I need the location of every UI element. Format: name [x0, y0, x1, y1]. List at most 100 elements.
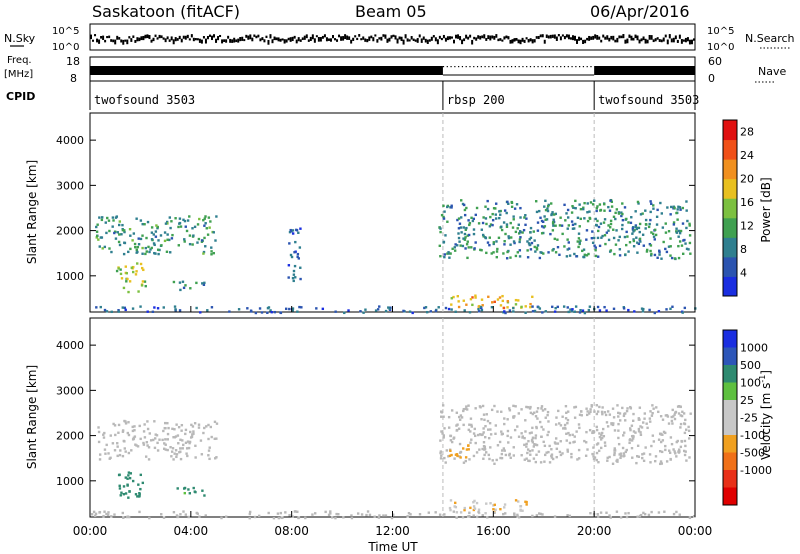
- scatter-cell: [418, 513, 422, 516]
- scatter-cell: [118, 220, 122, 223]
- scatter-cell: [178, 309, 182, 312]
- noise-sample: [346, 35, 349, 40]
- scatter-cell: [598, 432, 601, 435]
- scatter-cell: [257, 514, 261, 518]
- noise-sample: [624, 39, 627, 44]
- scatter-cell: [632, 239, 636, 243]
- scatter-cell: [529, 231, 532, 234]
- scatter-cell: [450, 409, 454, 412]
- noise-sample: [257, 34, 260, 38]
- scatter-cell: [622, 307, 626, 310]
- scatter-cell: [473, 507, 477, 510]
- scatter-cell: [112, 219, 115, 222]
- scatter-cell: [104, 452, 107, 455]
- scatter-cell: [617, 415, 620, 418]
- noise-sample: [483, 34, 486, 39]
- scatter-cell: [543, 205, 546, 208]
- scatter-cell: [129, 247, 132, 251]
- scatter-cell: [468, 458, 471, 461]
- scatter-cell: [491, 212, 494, 216]
- noise-sample: [422, 36, 425, 40]
- noise-left-tick-low: 10^0: [52, 42, 79, 53]
- scatter-cell: [457, 232, 460, 235]
- scatter-cell: [541, 513, 544, 516]
- scatter-cell: [450, 204, 453, 207]
- noise-sample: [515, 37, 518, 41]
- scatter-cell: [105, 443, 108, 447]
- noise-sample: [237, 38, 240, 43]
- scatter-cell: [561, 415, 564, 418]
- scatter-cell: [107, 452, 110, 455]
- scatter-cell: [149, 248, 152, 251]
- scatter-cell: [165, 220, 169, 224]
- noise-sample: [291, 36, 294, 42]
- scatter-cell: [457, 427, 461, 430]
- scatter-cell: [464, 407, 468, 411]
- scatter-cell: [388, 307, 391, 311]
- scatter-cell: [122, 493, 126, 496]
- scatter-cell: [192, 430, 195, 433]
- scatter-cell: [169, 445, 172, 449]
- scatter-cell: [625, 217, 628, 221]
- scatter-cell: [450, 453, 453, 457]
- scatter-cell: [558, 422, 561, 425]
- freq-rbsp-dot: [488, 66, 490, 68]
- scatter-cell: [182, 218, 185, 221]
- scatter-cell: [455, 424, 458, 427]
- scatter-cell: [650, 231, 653, 234]
- scatter-cell: [144, 284, 147, 288]
- scatter-cell: [607, 224, 610, 227]
- scatter-cell: [201, 489, 204, 492]
- scatter-cell: [627, 250, 630, 253]
- scatter-cell: [654, 459, 657, 463]
- scatter-cell: [165, 250, 169, 253]
- freq-rbsp-dot: [473, 66, 475, 68]
- scatter-cell: [685, 226, 688, 230]
- scatter-cell: [573, 406, 576, 409]
- scatter-cell: [617, 429, 620, 432]
- scatter-cell: [683, 453, 687, 457]
- scatter-cell: [115, 215, 119, 218]
- scatter-cell: [186, 440, 190, 443]
- noise-sample: [432, 35, 435, 38]
- scatter-cell: [551, 211, 554, 214]
- scatter-cell: [453, 246, 456, 249]
- scatter-cell: [538, 307, 542, 310]
- scatter-cell: [681, 311, 684, 314]
- scatter-cell: [589, 511, 592, 515]
- freq-rbsp-dot: [533, 66, 535, 68]
- scatter-cell: [465, 303, 468, 306]
- scatter-cell: [566, 227, 569, 230]
- noise-sample: [334, 38, 337, 41]
- scatter-cell: [519, 206, 522, 210]
- scatter-cell: [128, 228, 132, 231]
- scatter-cell: [472, 508, 476, 512]
- scatter-cell: [122, 485, 126, 488]
- scatter-cell: [183, 219, 187, 223]
- scatter-cell: [631, 232, 634, 235]
- scatter-cell: [210, 253, 213, 256]
- scatter-cell: [618, 419, 622, 422]
- freq-rbsp-dot: [526, 66, 528, 68]
- noise-sample: [630, 35, 633, 41]
- noise-sample: [106, 36, 109, 39]
- scatter-cell: [450, 297, 453, 300]
- velocity-colorbar-swatch: [723, 400, 737, 418]
- scatter-cell: [457, 415, 461, 419]
- scatter-cell: [558, 224, 562, 227]
- scatter-cell: [359, 310, 362, 313]
- scatter-cell: [120, 233, 123, 236]
- scatter-cell: [177, 244, 180, 247]
- scatter-cell: [486, 516, 489, 519]
- noise-sample: [219, 34, 222, 38]
- scatter-cell: [554, 437, 558, 440]
- scatter-cell: [113, 230, 117, 233]
- scatter-cell: [443, 427, 446, 430]
- scatter-cell: [376, 308, 380, 311]
- scatter-cell: [639, 513, 643, 517]
- freq-rbsp-dot: [476, 66, 479, 68]
- scatter-cell: [484, 435, 487, 439]
- scatter-cell: [168, 216, 172, 219]
- scatter-cell: [95, 236, 98, 239]
